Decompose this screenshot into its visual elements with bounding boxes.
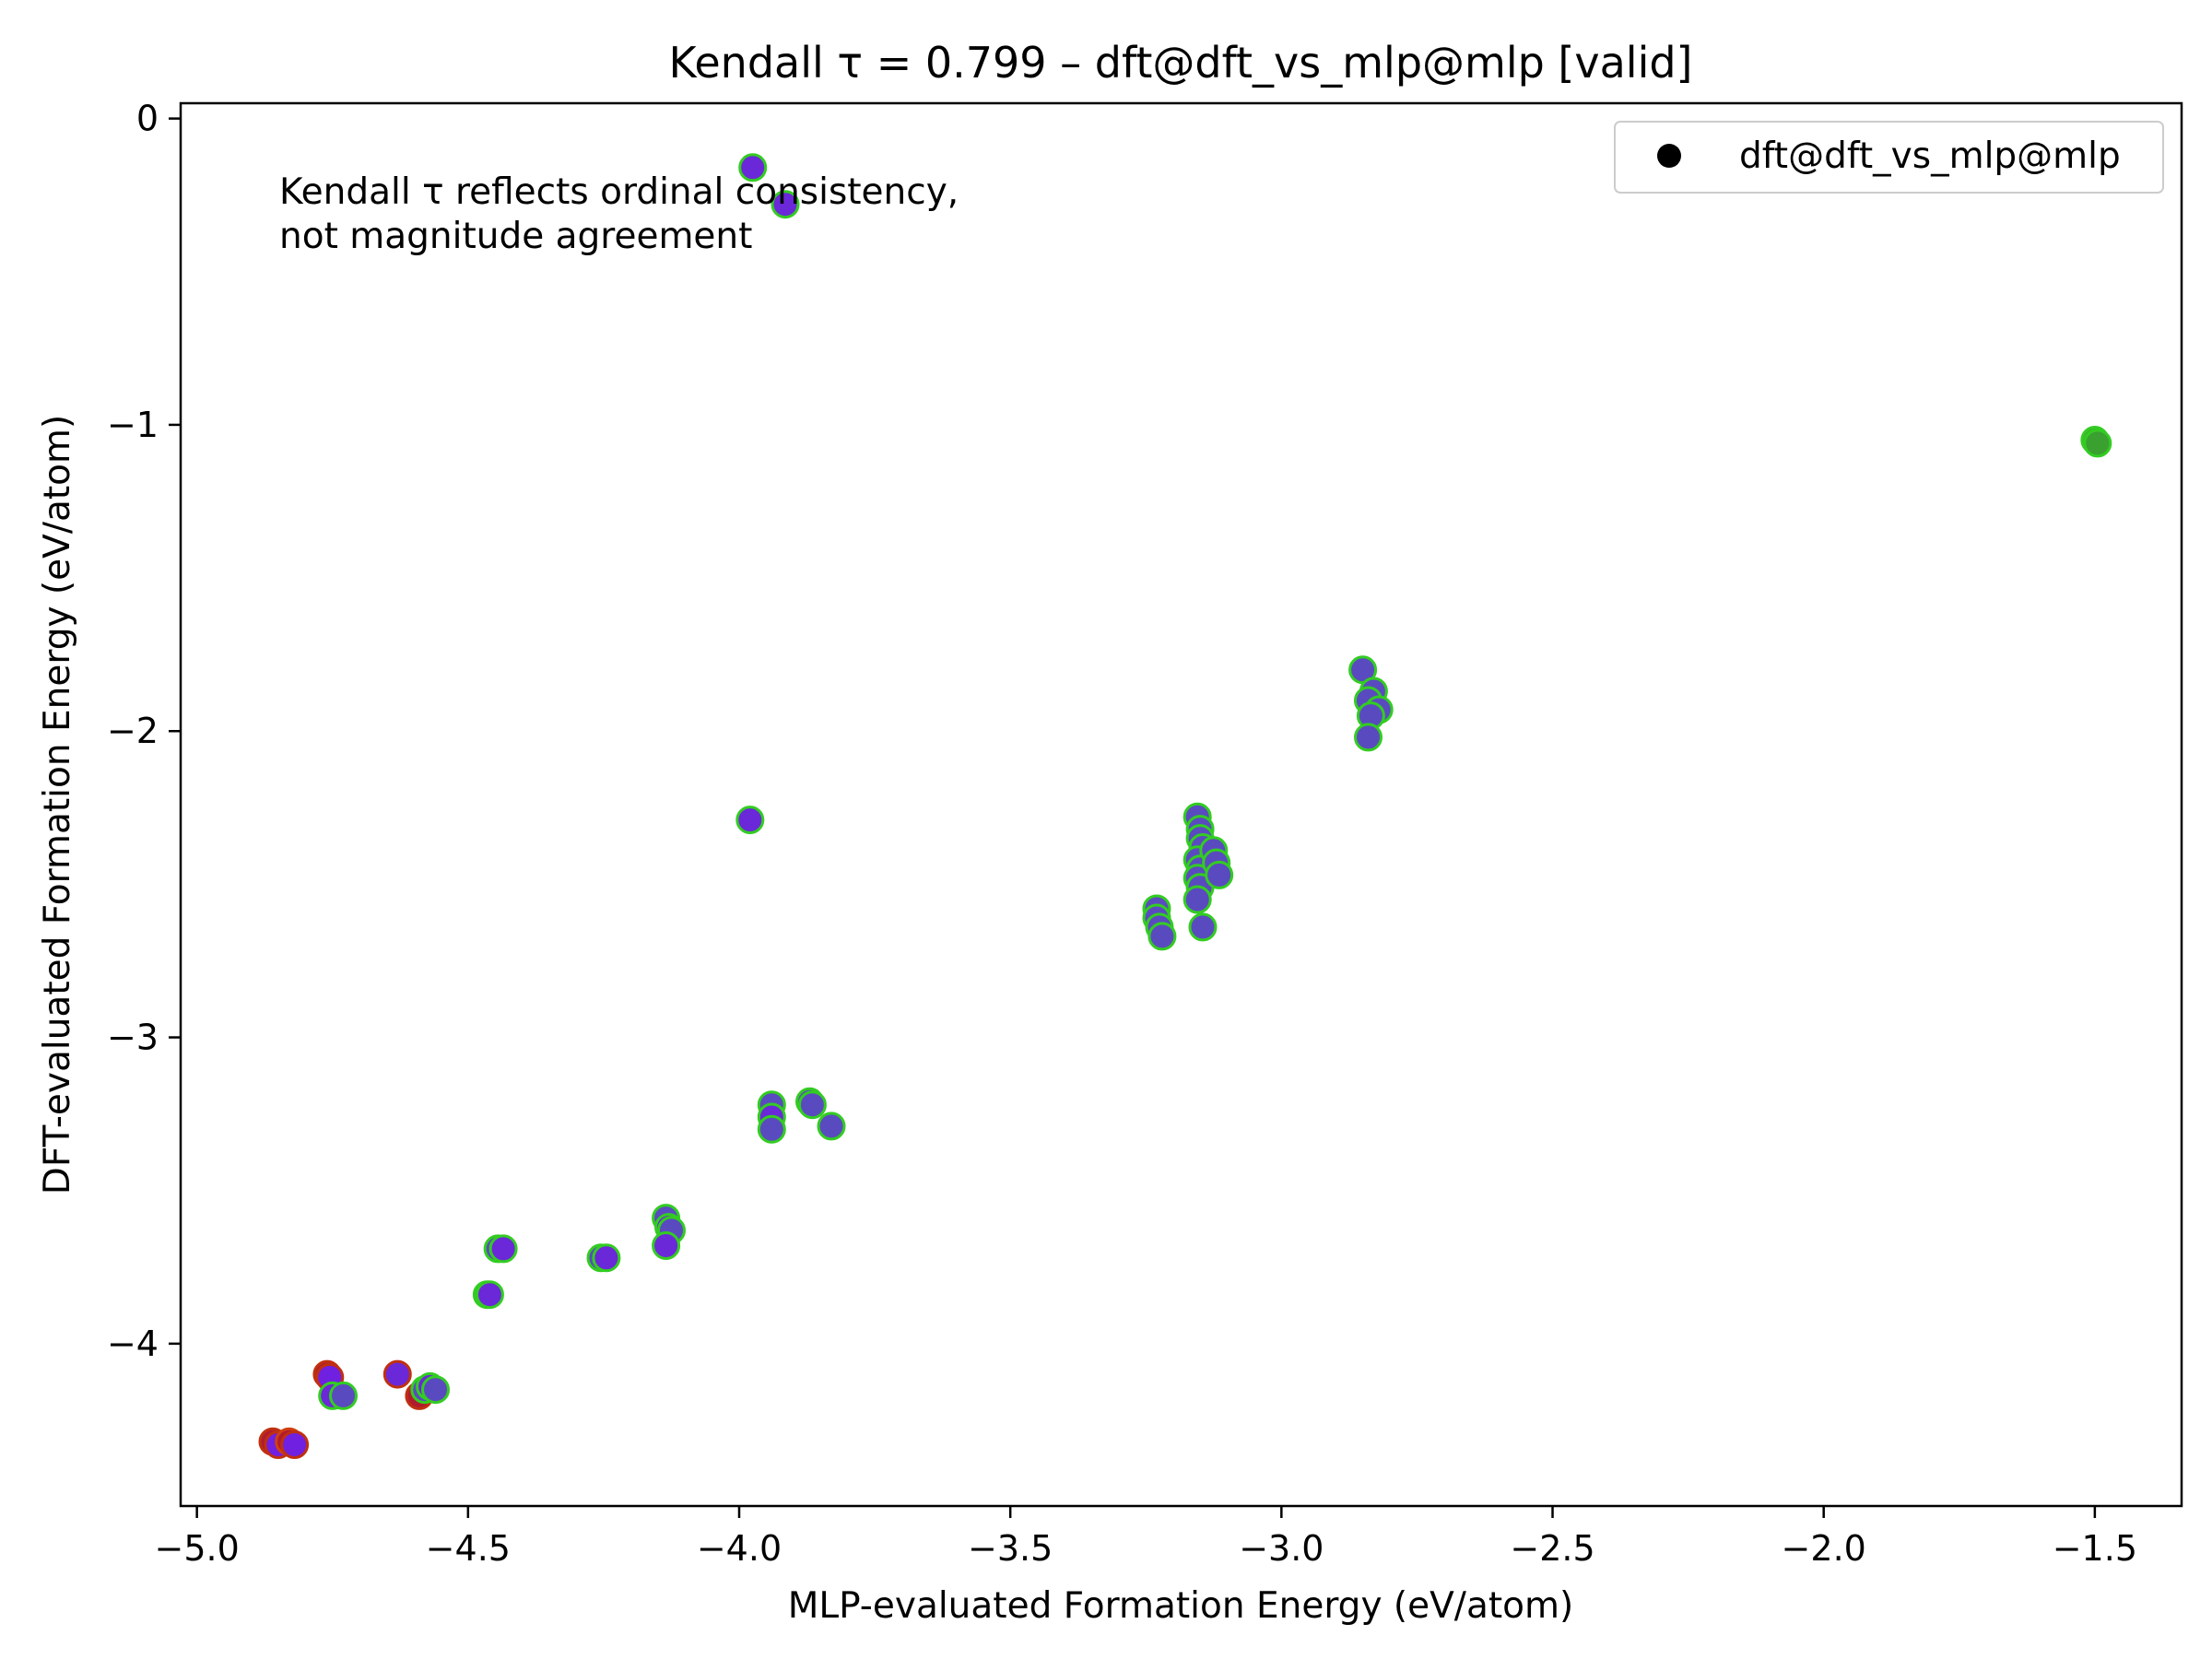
y-tick-label: −2 [107,711,159,751]
scatter-point [797,1090,827,1120]
annotation: Kendall τ reflects ordinal consistency, … [279,171,971,257]
x-tick-label: −1.5 [2053,1528,2137,1569]
scatter-point [329,1381,358,1410]
plot-marks [258,153,2112,1459]
scatter-point [2083,429,2112,458]
scatter-point [1188,912,1218,942]
scatter-point [280,1430,310,1459]
scatter-point [488,1234,518,1264]
legend: dft@dft_vs_mlp@mlp [1614,121,2164,194]
scatter-point [1354,723,1382,752]
scatter-point [735,806,765,835]
scatter-point [817,1112,846,1141]
scatter-point [652,1231,681,1260]
x-axis-label: MLP-evaluated Formation Energy (eV/atom) [788,1585,1573,1627]
scatter-point [382,1359,412,1389]
y-axis-label: DFT-evaluated Formation Energy (eV/atom) [37,415,78,1194]
annotation-line-1: Kendall τ reflects ordinal consistency, [279,171,959,213]
scatter-point [421,1375,450,1405]
legend-box [1614,121,2164,194]
y-tick-label: −4 [107,1324,159,1364]
scatter-point [1147,922,1177,951]
annotation-line-2: not magnitude agreement [279,216,752,257]
plot-frame [179,101,2183,1508]
y-tick-label: −1 [107,405,159,445]
x-tick-label: −4.5 [426,1528,511,1569]
scatter-point [592,1243,621,1273]
x-tick-label: −3.0 [1239,1528,1324,1569]
x-tick-label: −2.0 [1782,1528,1866,1569]
scatter-point [771,190,800,219]
x-axis: −5.0 −4.5 −4.0 −3.5 −3.0 −2.5 −2.0 −1.5 [155,1506,2137,1569]
legend-label: dft@dft_vs_mlp@mlp [1739,135,2121,177]
scatter-point [475,1280,504,1310]
scatter-point [1182,885,1212,914]
scatter-point [1205,860,1234,889]
x-tick-label: −3.5 [968,1528,1053,1569]
y-tick-label: −3 [107,1018,159,1058]
x-tick-label: −2.5 [1510,1528,1594,1569]
y-axis: 0 −1 −2 −3 −4 [107,99,181,1364]
x-tick-label: −4.0 [697,1528,782,1569]
scatter-point [757,1114,786,1144]
legend-marker [1657,144,1681,168]
y-tick-label: 0 [136,99,159,139]
chart-title: Kendall τ = 0.799 – dft@dft_vs_mlp@mlp [… [668,38,1692,88]
x-tick-label: −5.0 [155,1528,240,1569]
scatter-point [738,153,768,182]
